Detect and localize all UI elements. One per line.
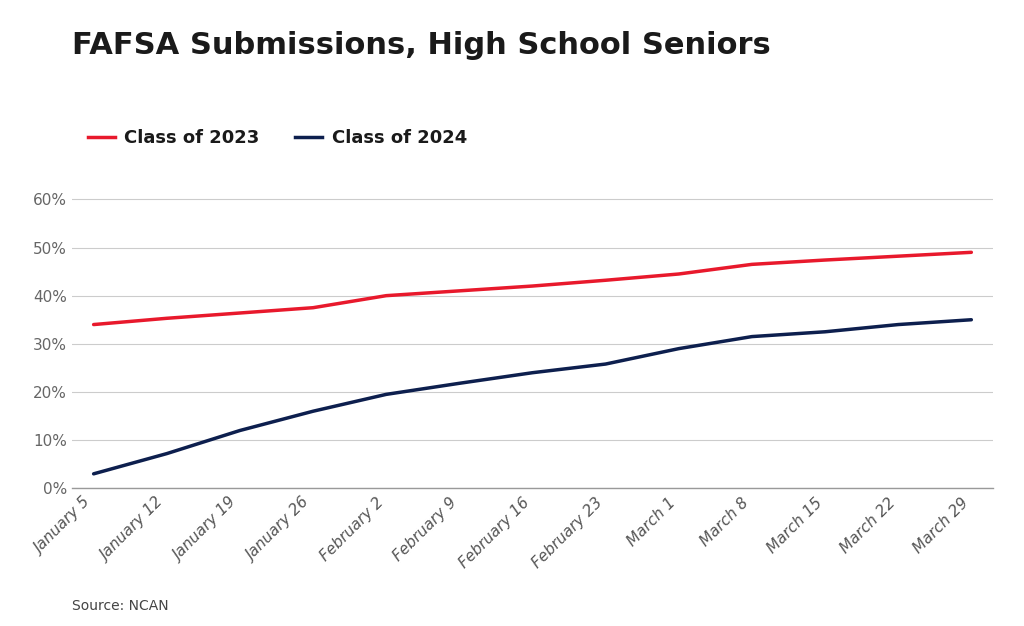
Text: FAFSA Submissions, High School Seniors: FAFSA Submissions, High School Seniors (72, 31, 770, 60)
Text: Source: NCAN: Source: NCAN (72, 600, 168, 613)
Legend: Class of 2023, Class of 2024: Class of 2023, Class of 2024 (81, 121, 474, 154)
